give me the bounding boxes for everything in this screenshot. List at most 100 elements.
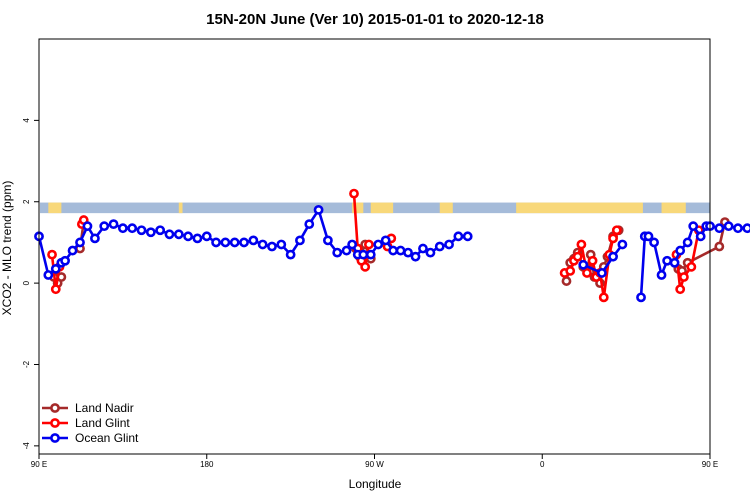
data-point [373,239,384,250]
series-line [582,243,624,275]
series-ocean-glint [34,204,750,303]
data-point [304,219,315,230]
data-point [608,251,618,262]
data-point [714,241,725,252]
data-point [582,268,592,278]
data-point [211,237,221,248]
data-point [742,223,750,234]
legend-item: Land Glint [42,416,130,430]
data-point [688,221,699,232]
y-axis: -4 -2 0 2 4 [22,118,39,449]
data-point [418,243,428,254]
data-point [649,237,659,248]
data-point [462,231,473,242]
data-point [403,247,413,258]
series-layer [34,188,750,303]
x-tick-label: 90 E [702,460,718,469]
data-point [682,237,693,248]
data-point [578,259,589,270]
x-tick-label: 90 E [31,460,47,469]
y-axis-label: XCO2 - MLO trend (ppm) [0,181,14,316]
data-point [587,255,598,266]
data-point [656,270,667,280]
x-tick-label: 90 W [365,460,384,469]
data-point [117,223,128,234]
data-point [248,235,259,246]
data-point [572,251,583,262]
data-point [257,239,268,250]
legend-label: Land Glint [75,416,130,430]
data-point [164,229,175,240]
data-point [341,245,352,256]
data-point [364,239,374,250]
data-point [155,225,166,236]
land-ocean-band [40,202,710,214]
data-point [365,249,376,260]
x-axis-label: Longitude [349,477,402,491]
data-point [598,292,609,303]
data-point [50,263,61,274]
data-point [453,231,464,242]
data-point [90,233,100,244]
data-point [239,237,249,248]
data-point [596,268,607,278]
data-point [561,276,572,286]
data-point [576,239,587,250]
legend-label: Land Nadir [75,401,134,415]
data-point [108,219,119,230]
land-patch [439,202,453,214]
data-point [173,229,184,240]
land-patch [516,202,643,214]
data-point [136,225,147,236]
data-point [43,270,54,280]
x-tick-label: 0 [540,460,545,469]
y-tick-label: -2 [22,360,31,368]
y-tick-label: 2 [22,199,31,204]
data-point [285,249,296,260]
data-point [99,221,110,232]
data-point [60,255,70,266]
land-patch [661,202,686,214]
data-point [145,227,156,238]
data-point [323,235,333,246]
land-patch [370,202,394,214]
legend-label: Ocean Glint [75,431,139,445]
chart-title: 15N-20N June (Ver 10) 2015-01-01 to 2020… [206,11,544,28]
data-point [425,247,436,258]
y-tick-label: 0 [22,280,31,285]
data-point [47,249,57,260]
data-point [75,237,85,248]
legend-swatch-marker [50,433,60,443]
y-tick-label: 4 [22,118,31,123]
data-point [349,188,359,199]
data-point [295,235,305,246]
data-point [192,233,203,244]
data-point [686,261,697,272]
legend-item: Ocean Glint [42,431,139,445]
data-point [608,233,618,244]
data-point [675,245,686,256]
data-point [611,225,622,236]
data-point [82,221,93,232]
data-point [229,237,240,248]
data-point [643,231,654,242]
data-point [695,231,706,242]
data-point [50,284,61,295]
data-point [388,245,399,256]
land-patch [352,202,364,214]
data-point [675,284,686,295]
data-point [313,204,324,215]
data-point [183,231,194,242]
data-point [267,241,277,252]
data-point [636,292,646,303]
land-patch [178,202,183,214]
data-point [360,261,371,272]
data-point [276,239,287,250]
data-point [67,245,78,256]
land-patch [48,202,62,214]
data-point [434,241,445,252]
data-point [358,249,369,260]
data-point [723,221,734,232]
